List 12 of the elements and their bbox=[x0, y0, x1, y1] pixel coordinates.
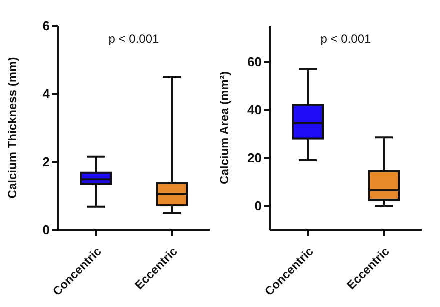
y-axis-title: Calcium Thickness (mm) bbox=[5, 57, 20, 199]
y-tick-label: 20 bbox=[248, 150, 262, 166]
y-tick-label: 4 bbox=[42, 86, 51, 102]
y-tick-label: 2 bbox=[42, 154, 50, 170]
annotation: p < 0.001 bbox=[108, 32, 160, 46]
y-tick-label: 40 bbox=[248, 102, 262, 118]
y-tick-label: 0 bbox=[254, 198, 262, 214]
y-tick-label: 0 bbox=[42, 222, 50, 238]
annotation: p < 0.001 bbox=[320, 32, 372, 46]
y-axis-title: Calcium Area (mm²) bbox=[217, 72, 232, 184]
y-tick-label: 60 bbox=[248, 54, 262, 70]
y-tick-label: 6 bbox=[42, 18, 50, 34]
